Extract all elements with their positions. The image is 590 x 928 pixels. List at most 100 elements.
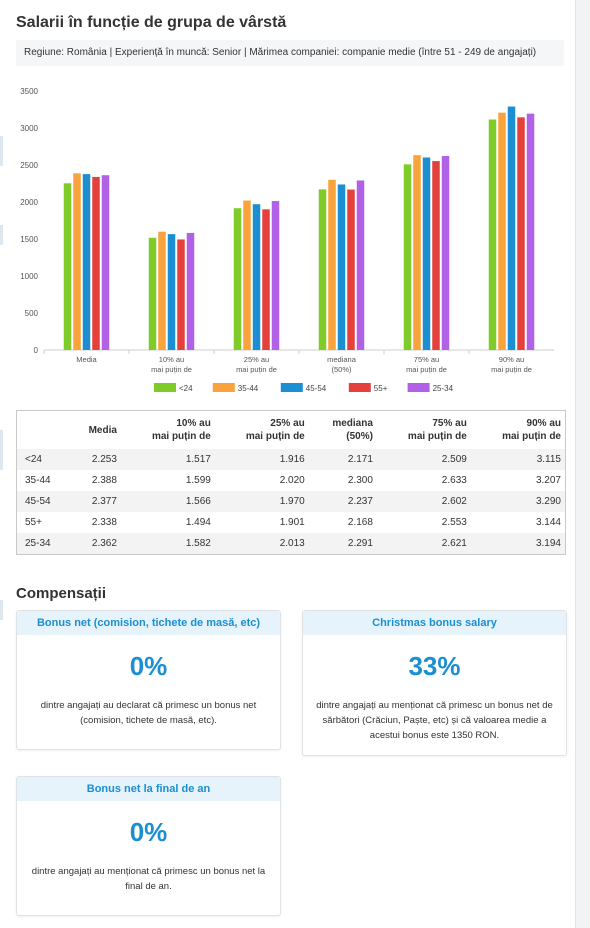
bonus-net-card: Bonus net (comision, tichete de masă, et…	[16, 610, 281, 750]
bar	[73, 173, 81, 350]
table-header-cell: 25% au mai puțin de	[245, 418, 305, 442]
table-cell: 55+	[25, 517, 42, 528]
bar	[488, 119, 497, 350]
bar	[101, 175, 110, 350]
card-description: dintre angajați au declarat că primesc u…	[40, 700, 257, 726]
x-tick-label: 75% au	[414, 355, 439, 364]
card-title: Christmas bonus salary	[303, 611, 566, 635]
bar	[347, 189, 355, 350]
legend-swatch	[407, 383, 430, 392]
table-row: 35-44 2.388 1.599 2.020 2.300 2.633 3.207	[17, 470, 566, 491]
bar	[177, 239, 185, 350]
x-tick-label: mai puțin de	[236, 365, 277, 374]
bar	[252, 204, 261, 350]
table-header-cell: mediana (50%)	[332, 418, 373, 442]
x-tick-label: (50%)	[331, 365, 352, 374]
legend-label: 25-34	[433, 384, 454, 393]
table-cell: 2.633	[441, 475, 467, 486]
bar	[158, 231, 166, 350]
legend-label: 35-44	[238, 384, 259, 393]
bar	[167, 234, 176, 350]
table-header-cell: 75% au mai puțin de	[407, 418, 467, 442]
table-cell: 2.013	[279, 538, 305, 549]
x-tick-label: 10% au	[159, 355, 184, 364]
table-row: 25-34 2.362 1.582 2.013 2.291 2.621 3.194	[16, 533, 566, 555]
table-cell: <24	[25, 454, 42, 465]
bar	[403, 164, 412, 350]
bar	[517, 117, 525, 351]
card-percent: 33%	[408, 651, 461, 681]
legend-swatch	[280, 383, 303, 392]
card-percent: 0%	[129, 817, 168, 847]
bar	[243, 200, 251, 350]
legend-label: 45-54	[306, 384, 327, 393]
table-cell: 2.621	[441, 538, 467, 549]
x-tick-label: 25% au	[244, 355, 269, 364]
bar	[526, 113, 535, 350]
table-header-row: Media 10% au mai puțin de 25% au mai puțin d…	[17, 411, 566, 450]
legend-swatch	[212, 383, 235, 392]
bar	[82, 174, 91, 350]
table-cell: 1.517	[185, 454, 211, 465]
table-cell: 2.291	[347, 538, 373, 549]
y-tick-label: 1000	[20, 272, 38, 281]
table-cell: 25-34	[25, 538, 51, 549]
table-cell: 1.582	[185, 538, 211, 549]
table-cell: 2.168	[347, 517, 373, 528]
table-cell: 1.494	[185, 517, 211, 528]
y-tick-label: 3000	[20, 124, 38, 133]
compensations-heading: Compensații	[16, 585, 107, 602]
bar	[328, 179, 336, 350]
bar	[413, 155, 421, 350]
filters-bar: Regiune: România | Experiență în muncă: …	[16, 40, 564, 66]
left-edge-decoration	[0, 225, 3, 245]
right-scrollbar-strip	[575, 0, 590, 928]
table-cell: 45-54	[25, 496, 51, 507]
y-tick-label: 2500	[20, 161, 38, 170]
bar	[92, 176, 100, 350]
x-tick-label: mediana	[327, 355, 357, 364]
table-cell: 2.300	[347, 475, 373, 486]
year-end-bonus-card: Bonus net la final de an 0% dintre angaj…	[16, 776, 281, 916]
card-title: Bonus net la final de an	[17, 777, 280, 801]
y-tick-label: 500	[25, 309, 39, 318]
legend-swatch	[348, 383, 371, 392]
table-cell: 2.338	[91, 517, 117, 528]
y-tick-label: 1500	[20, 235, 38, 244]
table-cell: 2.237	[347, 496, 373, 507]
table-cell: 2.509	[441, 454, 467, 465]
legend-label: <24	[179, 384, 193, 393]
bar	[441, 156, 450, 350]
table-header-cell: Media	[88, 424, 117, 436]
bar	[432, 161, 440, 350]
x-tick-label: 90% au	[499, 355, 524, 364]
table-cell: 3.194	[535, 538, 561, 549]
table-cell: 2.362	[91, 538, 117, 549]
y-tick-label: 0	[34, 346, 39, 355]
table-header-cell: 10% au mai puțin de	[151, 418, 211, 442]
x-tick-label: mai puțin de	[491, 365, 532, 374]
page-title: Salarii în funcție de grupa de vârstă	[16, 14, 287, 31]
card-description: dintre angajați au menționat că primesc …	[31, 866, 266, 892]
card-description: dintre angajați au menționat că primesc …	[316, 700, 553, 741]
table-cell: 3.290	[535, 496, 561, 507]
left-edge-decoration	[0, 136, 3, 166]
x-tick-label: mai puțin de	[406, 365, 447, 374]
bar	[356, 180, 365, 350]
table-cell: 2.553	[441, 517, 467, 528]
table-cell: 1.901	[279, 517, 305, 528]
bar	[262, 209, 270, 350]
table-header-cell	[17, 411, 70, 450]
left-edge-decoration	[0, 430, 3, 470]
table-cell: 2.253	[91, 454, 117, 465]
bar	[498, 112, 506, 350]
table-header-cell: 90% au mai puțin de	[502, 418, 561, 442]
bar	[337, 184, 346, 350]
table-cell: 1.916	[279, 454, 305, 465]
bar	[186, 232, 195, 350]
table-cell: 2.377	[91, 496, 117, 507]
y-tick-label: 3500	[20, 87, 38, 96]
table-row: <24 2.253 1.517 1.916 2.171 2.509 3.115	[16, 449, 566, 470]
table-cell: 3.144	[535, 517, 561, 528]
